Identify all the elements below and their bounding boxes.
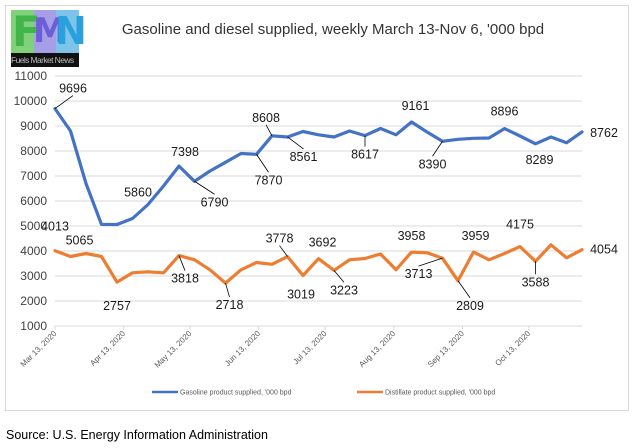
data-label: 2757 (103, 299, 131, 313)
x-tick-label: Jun 13, 2020 (223, 329, 262, 368)
data-labels: 9696 5065 5860 7398 6790 7870 8608 8561 8617 9161… (41, 82, 618, 313)
chart-frame (5, 5, 629, 411)
chart-title: Gasoline and diesel supplied, weekly Mar… (122, 21, 544, 38)
y-tick-label: 10000 (14, 94, 48, 108)
data-label: 8762 (590, 126, 618, 140)
y-axis: 1000 2000 3000 4000 5000 6000 7000 8000 9000 1000… (14, 69, 48, 333)
data-label: 3958 (398, 229, 426, 243)
data-label: 3588 (522, 275, 550, 289)
legend: Gasoline product supplied, '000 bpd Disti… (152, 390, 495, 397)
data-label: 3692 (309, 236, 337, 250)
x-tick-label: Aug 13, 2020 (357, 329, 397, 369)
logo-letter-m: M (33, 11, 67, 51)
logo-caption: Fuels Market News (11, 53, 79, 67)
data-label: 8617 (351, 148, 379, 162)
logo-band-purple (34, 10, 56, 53)
x-tick-label: Jul 13, 2020 (291, 329, 329, 367)
data-label: 3223 (330, 283, 358, 297)
y-tick-label: 4000 (20, 244, 47, 258)
data-label: 6790 (201, 195, 229, 209)
label-leader-line (432, 141, 443, 157)
data-label: 8608 (252, 111, 280, 125)
y-tick-label: 11000 (15, 69, 48, 83)
data-label: 8289 (526, 153, 554, 167)
data-label: 9696 (59, 82, 87, 96)
data-label: 8561 (290, 150, 318, 164)
series-group (53, 106, 584, 285)
data-label: 8896 (491, 105, 519, 119)
label-leader-line (54, 95, 74, 109)
gridlines (55, 75, 582, 327)
data-label: 2718 (216, 298, 244, 312)
x-axis: Mar 13, 2020 Apr 13, 2020 May 13, 2020 Jun … (19, 326, 533, 370)
y-tick-label: 9000 (20, 119, 47, 133)
data-label: 5065 (66, 233, 94, 247)
data-label: 4175 (506, 218, 534, 232)
distillate-line (53, 243, 584, 285)
data-label: 5860 (124, 186, 152, 200)
source-note: Source: U.S. Energy Information Administ… (6, 428, 268, 442)
x-tick-label: Sep 13, 2020 (426, 329, 466, 369)
x-tick-label: Mar 13, 2020 (19, 329, 59, 369)
x-tick-label: May 13, 2020 (153, 329, 194, 370)
label-leader-line (225, 282, 230, 298)
gasoline-line (53, 106, 584, 227)
label-leader-line (333, 270, 345, 283)
data-label: 2809 (456, 299, 484, 313)
y-tick-label: 8000 (20, 144, 47, 158)
y-tick-label: 1000 (20, 319, 47, 333)
data-label: 7398 (171, 145, 199, 159)
data-label: 8390 (419, 157, 447, 171)
label-leader-line (256, 154, 269, 173)
fuels-market-news-logo: F M N Fuels Market News (11, 7, 87, 67)
y-tick-label: 7000 (20, 169, 47, 183)
data-label: 4013 (41, 220, 69, 234)
logo-letter-n: N (55, 9, 87, 53)
label-leader-line (287, 136, 304, 150)
label-leader-line (265, 124, 273, 136)
x-tick-label: Oct 13, 2020 (493, 329, 532, 368)
data-label: 7870 (255, 173, 283, 187)
label-leader-line (418, 257, 443, 267)
x-tick-label: Apr 13, 2020 (88, 329, 127, 368)
data-label: 3959 (462, 229, 490, 243)
legend-label: Gasoline product supplied, '000 bpd (180, 390, 292, 397)
data-label: 3818 (171, 272, 199, 286)
label-leader-line (194, 180, 215, 195)
y-tick-label: 6000 (20, 194, 47, 208)
data-label: 3778 (266, 232, 294, 246)
data-label: 9161 (402, 99, 430, 113)
logo-band-blue (56, 10, 79, 53)
y-tick-label: 3000 (20, 269, 47, 283)
data-label: 4054 (590, 243, 618, 257)
logo-band-green (11, 10, 34, 53)
data-label: 3019 (287, 288, 315, 302)
data-label: 3713 (405, 267, 433, 281)
label-leader-line (457, 280, 471, 299)
legend-label: Distillate product supplied, '000 bpd (385, 390, 495, 397)
y-tick-label: 2000 (20, 294, 47, 308)
y-tick-label: 5000 (20, 219, 47, 233)
label-leader-line (279, 245, 288, 257)
label-leader-line (178, 255, 186, 271)
logo-letter-f: F (12, 7, 41, 56)
